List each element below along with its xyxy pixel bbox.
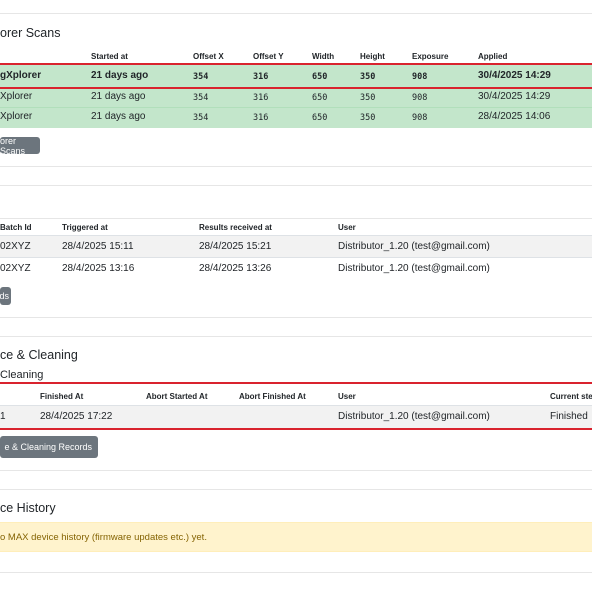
- col-current-step: Current step: [550, 392, 592, 401]
- section-divider: [0, 489, 592, 490]
- scan-width: 650: [312, 113, 328, 123]
- table-row[interactable]: 02XYZ 28/4/2025 13:16 28/4/2025 13:26 Di…: [0, 257, 592, 279]
- col-offset-x: Offset X: [193, 52, 224, 61]
- scan-applied: 30/4/2025 14:29: [478, 70, 551, 81]
- highlight-border-top: [0, 382, 592, 384]
- table-top-border: [0, 218, 592, 219]
- scan-offset-x: 354: [193, 113, 209, 123]
- highlight-border-bottom: [0, 87, 592, 89]
- batch-received: 28/4/2025 13:26: [199, 263, 272, 274]
- maintenance-title: ce & Cleaning: [0, 348, 78, 362]
- col-user: User: [338, 223, 356, 232]
- device-history-alert: o MAX device history (firmware updates e…: [0, 522, 592, 552]
- section-divider: [0, 317, 592, 318]
- maintenance-finished: 28/4/2025 17:22: [40, 411, 113, 422]
- section-divider: [0, 166, 592, 167]
- section-divider: [0, 470, 592, 471]
- scan-offset-x: 354: [193, 72, 209, 82]
- highlight-border-top: [0, 63, 592, 65]
- view-explorer-scans-button[interactable]: orer Scans: [0, 136, 40, 156]
- section-divider: [0, 336, 592, 337]
- col-triggered-at: Triggered at: [62, 223, 108, 232]
- view-maintenance-cleaning-records-button[interactable]: e & Cleaning Records: [0, 436, 98, 458]
- highlight-border-bottom: [0, 428, 592, 430]
- col-started-at: Started at: [91, 52, 128, 61]
- col-exposure: Exposure: [412, 52, 449, 61]
- scan-offset-y: 316: [253, 93, 269, 103]
- scan-width: 650: [312, 72, 328, 82]
- scan-applied: 28/4/2025 14:06: [478, 111, 551, 122]
- scan-height: 350: [360, 113, 376, 123]
- scan-exposure: 908: [412, 93, 428, 103]
- scan-height: 350: [360, 72, 376, 82]
- scan-name: Xplorer: [0, 111, 33, 122]
- col-batch-id: Batch Id: [0, 223, 32, 232]
- scan-exposure: 908: [412, 72, 428, 82]
- explorer-scans-title: orer Scans: [0, 26, 61, 40]
- maintenance-subtitle: Cleaning: [0, 369, 44, 381]
- col-user: User: [338, 392, 356, 401]
- col-height: Height: [360, 52, 385, 61]
- device-history-title: ce History: [0, 501, 56, 515]
- col-abort-started-at: Abort Started At: [146, 392, 208, 401]
- scan-started: 21 days ago: [91, 91, 146, 102]
- col-finished-at: Finished At: [40, 392, 84, 401]
- table-row[interactable]: 1 28/4/2025 17:22 Distributor_1.20 (test…: [0, 405, 592, 428]
- maintenance-id: 1: [0, 411, 6, 422]
- maintenance-user: Distributor_1.20 (test@gmail.com): [338, 411, 490, 422]
- table-row[interactable]: 02XYZ 28/4/2025 15:11 28/4/2025 15:21 Di…: [0, 235, 592, 257]
- scan-applied: 30/4/2025 14:29: [478, 91, 551, 102]
- table-row[interactable]: Xplorer 21 days ago 354 316 650 350 908 …: [0, 107, 592, 128]
- batch-id: 02XYZ: [0, 241, 31, 252]
- scan-started: 21 days ago: [91, 70, 149, 81]
- batch-id: 02XYZ: [0, 263, 31, 274]
- maintenance-step: Finished: [550, 411, 588, 422]
- section-divider: [0, 572, 592, 573]
- batch-received: 28/4/2025 15:21: [199, 241, 272, 252]
- batch-user: Distributor_1.20 (test@gmail.com): [338, 241, 490, 252]
- scan-width: 650: [312, 93, 328, 103]
- table-row[interactable]: gXplorer 21 days ago 354 316 650 350 908…: [0, 65, 592, 87]
- batch-triggered: 28/4/2025 15:11: [62, 241, 134, 252]
- col-results-received-at: Results received at: [199, 223, 272, 232]
- scan-started: 21 days ago: [91, 111, 146, 122]
- scan-name: gXplorer: [0, 70, 42, 81]
- scan-height: 350: [360, 93, 376, 103]
- scan-name: Xplorer: [0, 91, 33, 102]
- table-row[interactable]: Xplorer 21 days ago 354 316 650 350 908 …: [0, 89, 592, 107]
- col-applied: Applied: [478, 52, 508, 61]
- scan-offset-y: 316: [253, 72, 269, 82]
- col-width: Width: [312, 52, 335, 61]
- scan-offset-x: 354: [193, 93, 209, 103]
- section-divider: [0, 185, 592, 186]
- batch-user: Distributor_1.20 (test@gmail.com): [338, 263, 490, 274]
- scan-offset-y: 316: [253, 113, 269, 123]
- col-offset-y: Offset Y: [253, 52, 284, 61]
- device-history-alert-text: o MAX device history (firmware updates e…: [0, 532, 207, 543]
- view-records-button[interactable]: ds: [0, 287, 11, 305]
- batch-triggered: 28/4/2025 13:16: [62, 263, 135, 274]
- col-abort-finished-at: Abort Finished At: [239, 392, 306, 401]
- scan-exposure: 908: [412, 113, 428, 123]
- section-divider: [0, 13, 592, 14]
